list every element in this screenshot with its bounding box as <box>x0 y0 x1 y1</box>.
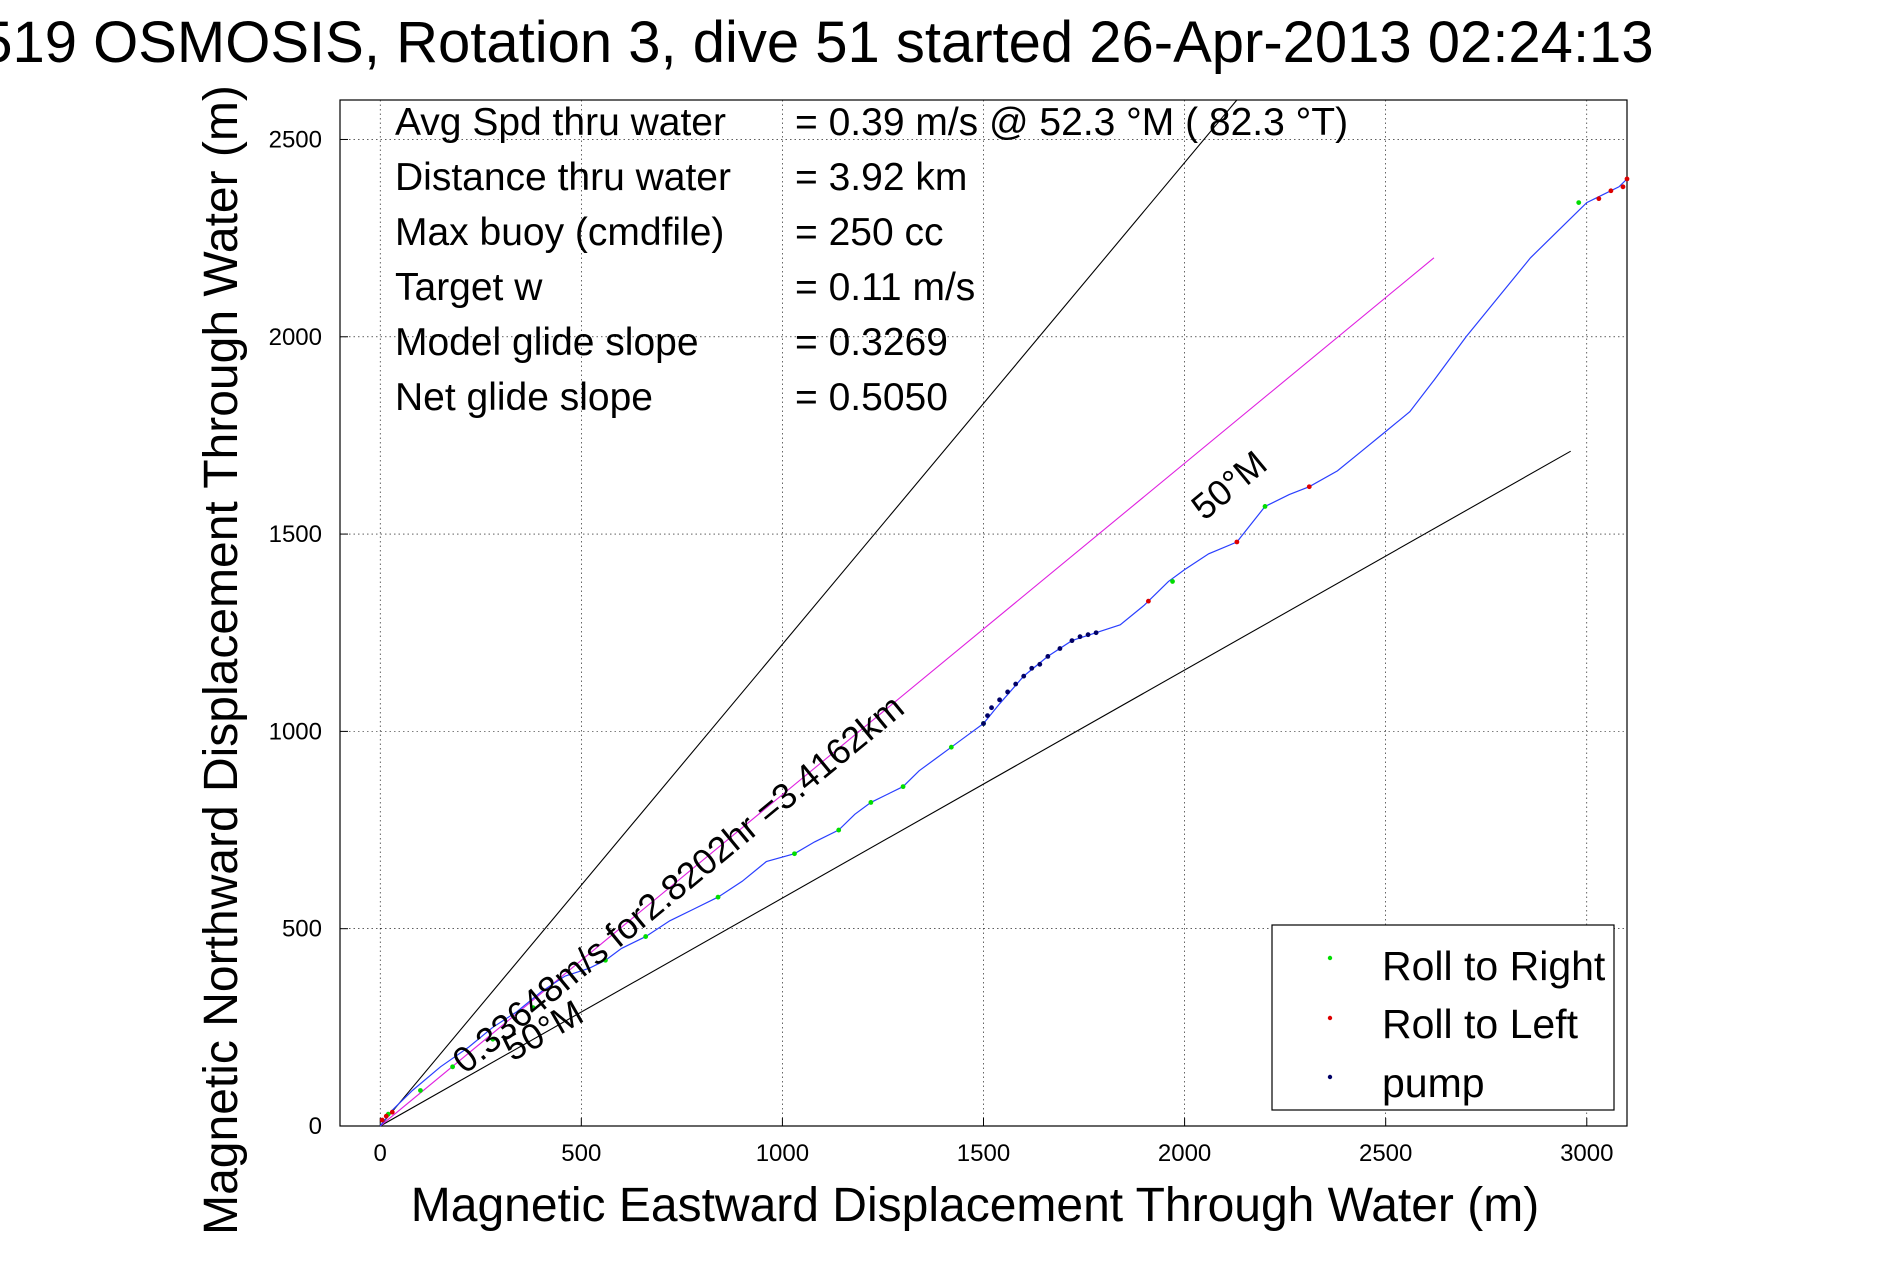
plot-area: 0 500 1000 1500 2000 2500 3000 0 500 1000 1500 200… <box>269 99 1630 1167</box>
stat-value: = 0.3269 <box>795 321 948 364</box>
point-roll-to-right <box>715 894 721 900</box>
point-roll-to-left <box>383 1113 389 1119</box>
legend-label-roll-left: Roll to Left <box>1382 1001 1579 1047</box>
y-tick-label: 0 <box>309 1113 322 1140</box>
stat-label: Distance thru water <box>395 156 731 199</box>
series-track <box>379 178 1628 1127</box>
point-pump <box>1029 665 1035 671</box>
ref-line-net-track <box>379 257 1435 1127</box>
y-tick-label: 500 <box>282 916 322 943</box>
chart-title: SG519 OSMOSIS, Rotation 3, dive 51 start… <box>0 10 1654 75</box>
reference-lines <box>379 99 1571 1127</box>
legend-label-roll-right: Roll to Right <box>1382 943 1606 989</box>
y-axis-label: Magnetic Northward Displacement Through … <box>195 85 248 1235</box>
stat-label: Max buoy (cmdfile) <box>395 211 724 254</box>
stat-label: Target w <box>395 266 543 309</box>
legend-marker-roll-left <box>1327 1015 1333 1021</box>
x-axis-label: Magnetic Eastward Displacement Through W… <box>411 1179 1539 1232</box>
x-tick-label: 3000 <box>1560 1140 1613 1167</box>
stat-value: = 0.5050 <box>795 376 948 419</box>
point-roll-to-right <box>1262 504 1268 509</box>
stat-label: Net glide slope <box>395 376 653 419</box>
point-pump <box>1077 634 1083 640</box>
point-pump <box>989 705 994 711</box>
point-pump <box>1013 681 1019 687</box>
point-pump <box>1093 630 1099 636</box>
point-roll-to-right <box>603 957 608 963</box>
point-pump <box>1021 673 1027 679</box>
y-ticks: 0 500 1000 1500 2000 2500 <box>269 126 348 1140</box>
legend-marker-roll-right <box>1327 955 1333 961</box>
y-tick-label: 1000 <box>269 718 322 745</box>
point-roll-to-left <box>1624 176 1630 182</box>
point-roll-to-right <box>836 827 842 833</box>
point-pump <box>1037 661 1043 667</box>
stats-block: Avg Spd thru water = 0.39 m/s @ 52.3 °M (… <box>395 101 1348 419</box>
stat-value: = 0.11 m/s <box>795 266 975 309</box>
stat-label: Avg Spd thru water <box>395 101 726 144</box>
point-pump <box>985 713 990 718</box>
x-tick-label: 0 <box>374 1140 387 1167</box>
point-roll-to-right <box>418 1088 423 1093</box>
point-roll-to-left <box>1306 484 1312 490</box>
x-tick-label: 2000 <box>1158 1140 1211 1167</box>
point-pump <box>1057 646 1063 651</box>
x-tick-label: 1500 <box>957 1140 1010 1167</box>
legend-label-pump: pump <box>1382 1060 1485 1106</box>
y-tick-label: 2500 <box>269 126 322 153</box>
y-tick-label: 1500 <box>269 521 322 548</box>
point-roll-to-left <box>1620 184 1626 190</box>
point-roll-to-right <box>490 1036 496 1042</box>
x-tick-label: 1000 <box>756 1140 809 1167</box>
point-pump <box>981 721 986 726</box>
point-roll-to-right <box>792 851 797 857</box>
stat-value: = 250 cc <box>795 211 944 254</box>
point-roll-to-right <box>868 800 874 805</box>
stat-label: Model glide slope <box>395 321 699 364</box>
point-roll-to-left <box>1145 598 1151 604</box>
point-roll-to-right <box>450 1064 456 1070</box>
heading-upper-annotation: 50°M <box>1183 442 1274 527</box>
legend-marker-pump <box>1327 1074 1333 1080</box>
point-roll-to-right <box>948 744 954 750</box>
point-roll-to-right <box>643 934 649 939</box>
point-pump <box>997 697 1002 703</box>
ref-line-lower-wedge <box>379 450 1571 1127</box>
x-tick-label: 2500 <box>1359 1140 1412 1167</box>
point-roll-to-right <box>900 784 906 790</box>
point-pump <box>1005 689 1011 695</box>
point-roll-to-left <box>1234 539 1240 545</box>
x-tick-label: 500 <box>561 1140 601 1167</box>
x-ticks: 0 500 1000 1500 2000 2500 3000 <box>374 1118 1613 1167</box>
point-pump <box>1069 638 1075 644</box>
point-roll-to-left <box>1608 188 1614 194</box>
legend: Roll to Right Roll to Left pump <box>1271 924 1615 1111</box>
point-roll-to-right <box>530 1005 536 1011</box>
point-roll-to-left <box>1596 196 1602 202</box>
point-roll-to-left <box>389 1109 395 1115</box>
stat-value: = 3.92 km <box>795 156 967 199</box>
point-pump <box>1085 632 1091 638</box>
point-roll-to-right <box>1576 200 1582 206</box>
ref-line-upper-wedge <box>379 99 1238 1127</box>
stat-value: = 0.39 m/s @ 52.3 °M ( 82.3 °T) <box>795 101 1348 144</box>
point-roll-to-right <box>1170 579 1175 584</box>
point-pump <box>1045 654 1051 659</box>
point-roll-to-left <box>379 1117 385 1123</box>
series <box>379 176 1630 1127</box>
y-tick-label: 2000 <box>269 324 322 351</box>
